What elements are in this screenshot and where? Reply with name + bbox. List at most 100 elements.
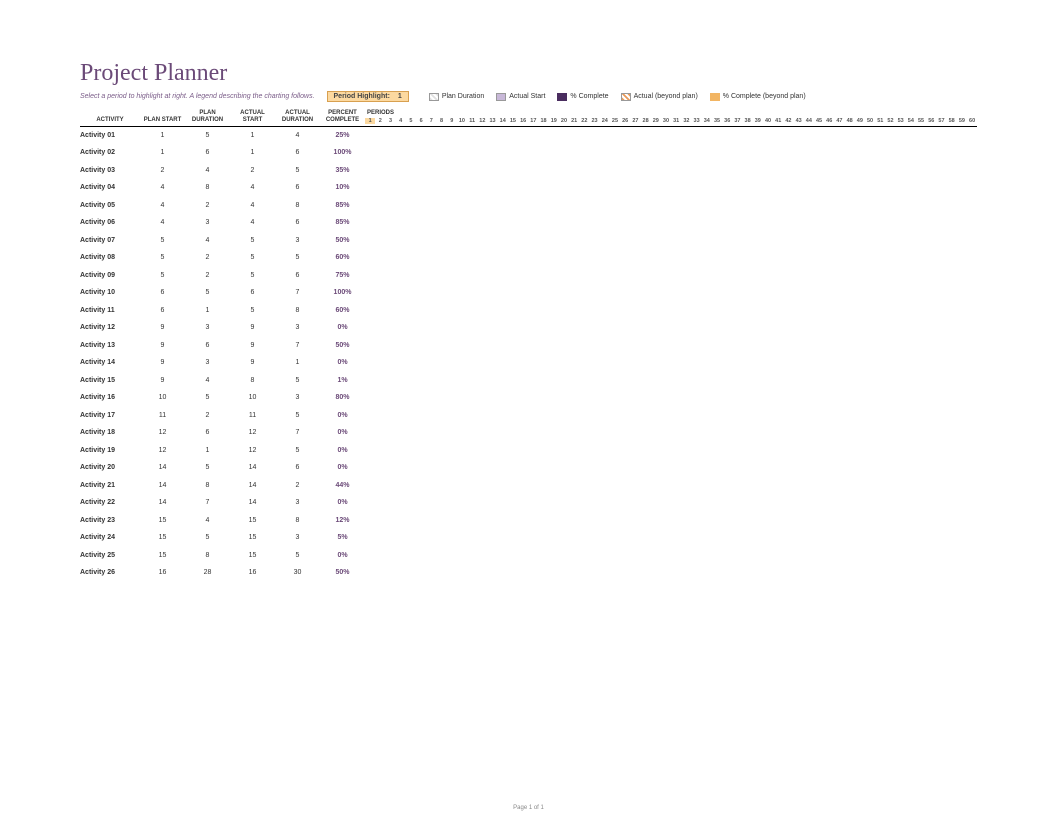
cell-actual-duration: 8: [275, 517, 320, 524]
cell-plan-start: 5: [140, 254, 185, 261]
cell-plan-duration: 1: [185, 307, 230, 314]
swatch-percent-icon: [557, 93, 567, 101]
cell-percent-complete: 25%: [320, 132, 365, 139]
table-row: Activity 1610510380%: [80, 389, 977, 407]
period-header-cell: 56: [926, 118, 936, 124]
period-header-cell: 32: [681, 118, 691, 124]
period-header-cell: 40: [763, 118, 773, 124]
cell-plan-start: 9: [140, 359, 185, 366]
period-highlight-value: 1: [398, 93, 402, 100]
cell-actual-duration: 5: [275, 412, 320, 419]
cell-actual-duration: 6: [275, 464, 320, 471]
col-header-actual-start: ACTUAL START: [230, 110, 275, 123]
cell-plan-duration: 6: [185, 342, 230, 349]
period-header-cell: 13: [487, 118, 497, 124]
table-row: Activity 2114814244%: [80, 477, 977, 495]
cell-actual-start: 2: [230, 167, 275, 174]
legend-percent-complete: % Complete: [557, 93, 608, 101]
period-header-cell: 11: [467, 118, 477, 124]
cell-plan-start: 14: [140, 464, 185, 471]
col-header-periods: PERIODS 12345678910111213141516171819202…: [365, 110, 977, 124]
period-header-cell: 15: [508, 118, 518, 124]
cell-plan-start: 12: [140, 447, 185, 454]
legend-plan-duration: Plan Duration: [429, 93, 484, 101]
cell-activity: Activity 04: [80, 184, 140, 191]
cell-plan-start: 11: [140, 412, 185, 419]
cell-percent-complete: 80%: [320, 394, 365, 401]
subtitle-text: Select a period to highlight at right. A…: [80, 93, 315, 100]
cell-percent-complete: 85%: [320, 219, 365, 226]
cell-actual-duration: 5: [275, 552, 320, 559]
cell-actual-start: 12: [230, 429, 275, 436]
table-body: Activity 01151425%Activity 021616100%Act…: [80, 127, 977, 582]
period-header-cell: 2: [375, 118, 385, 124]
table-row: Activity 201451460%: [80, 459, 977, 477]
cell-actual-duration: 2: [275, 482, 320, 489]
cell-actual-duration: 5: [275, 377, 320, 384]
cell-actual-start: 1: [230, 149, 275, 156]
period-highlight-label: Period Highlight:: [334, 93, 390, 100]
period-header-cell: 6: [416, 118, 426, 124]
cell-actual-duration: 7: [275, 429, 320, 436]
cell-actual-duration: 6: [275, 219, 320, 226]
cell-percent-complete: 60%: [320, 307, 365, 314]
cell-actual-start: 9: [230, 342, 275, 349]
col-header-actual-duration: ACTUAL DURATION: [275, 110, 320, 123]
cell-percent-complete: 85%: [320, 202, 365, 209]
swatch-actual-beyond-icon: [621, 93, 631, 101]
cell-actual-start: 4: [230, 184, 275, 191]
period-header-cell: 35: [712, 118, 722, 124]
cell-actual-duration: 7: [275, 342, 320, 349]
cell-plan-start: 6: [140, 307, 185, 314]
table-row: Activity 241551535%: [80, 529, 977, 547]
cell-actual-start: 15: [230, 552, 275, 559]
cell-activity: Activity 03: [80, 167, 140, 174]
cell-plan-duration: 3: [185, 359, 230, 366]
cell-actual-start: 14: [230, 499, 275, 506]
period-header-cell: 38: [743, 118, 753, 124]
cell-plan-start: 9: [140, 324, 185, 331]
period-header-cell: 22: [579, 118, 589, 124]
table-row: Activity 07545350%: [80, 232, 977, 250]
cell-plan-duration: 5: [185, 534, 230, 541]
cell-actual-start: 12: [230, 447, 275, 454]
period-header-cell: 60: [967, 118, 977, 124]
period-header-cell: 34: [702, 118, 712, 124]
table-row: Activity 191211250%: [80, 442, 977, 460]
period-header-cell: 43: [794, 118, 804, 124]
cell-actual-duration: 3: [275, 237, 320, 244]
legend-group: Plan Duration Actual Start % Complete Ac…: [429, 93, 806, 101]
period-header-cell: 53: [896, 118, 906, 124]
cell-plan-duration: 3: [185, 324, 230, 331]
cell-percent-complete: 60%: [320, 254, 365, 261]
cell-plan-start: 10: [140, 394, 185, 401]
cell-actual-start: 8: [230, 377, 275, 384]
cell-plan-duration: 8: [185, 184, 230, 191]
cell-percent-complete: 0%: [320, 499, 365, 506]
cell-plan-start: 1: [140, 132, 185, 139]
table-header-row: ACTIVITY PLAN START PLAN DURATION ACTUAL…: [80, 110, 977, 127]
cell-actual-start: 6: [230, 289, 275, 296]
period-header-cell: 27: [630, 118, 640, 124]
period-header-cell: 9: [447, 118, 457, 124]
cell-actual-start: 15: [230, 517, 275, 524]
cell-activity: Activity 07: [80, 237, 140, 244]
legend-percent-beyond: % Complete (beyond plan): [710, 93, 806, 101]
table-row: Activity 01151425%: [80, 127, 977, 145]
cell-percent-complete: 5%: [320, 534, 365, 541]
table-row: Activity 03242535%: [80, 162, 977, 180]
cell-percent-complete: 100%: [320, 149, 365, 156]
cell-activity: Activity 01: [80, 132, 140, 139]
cell-plan-start: 4: [140, 219, 185, 226]
period-header-cell: 23: [589, 118, 599, 124]
table-row: Activity 05424885%: [80, 197, 977, 215]
period-header-cell: 33: [692, 118, 702, 124]
cell-plan-start: 4: [140, 184, 185, 191]
period-highlight-box[interactable]: Period Highlight: 1: [327, 91, 409, 102]
col-header-plan-duration: PLAN DURATION: [185, 110, 230, 123]
period-header-cell: 3: [385, 118, 395, 124]
cell-percent-complete: 10%: [320, 184, 365, 191]
period-header-cell: 19: [549, 118, 559, 124]
period-header-cell: 44: [804, 118, 814, 124]
period-header-cell: 17: [528, 118, 538, 124]
